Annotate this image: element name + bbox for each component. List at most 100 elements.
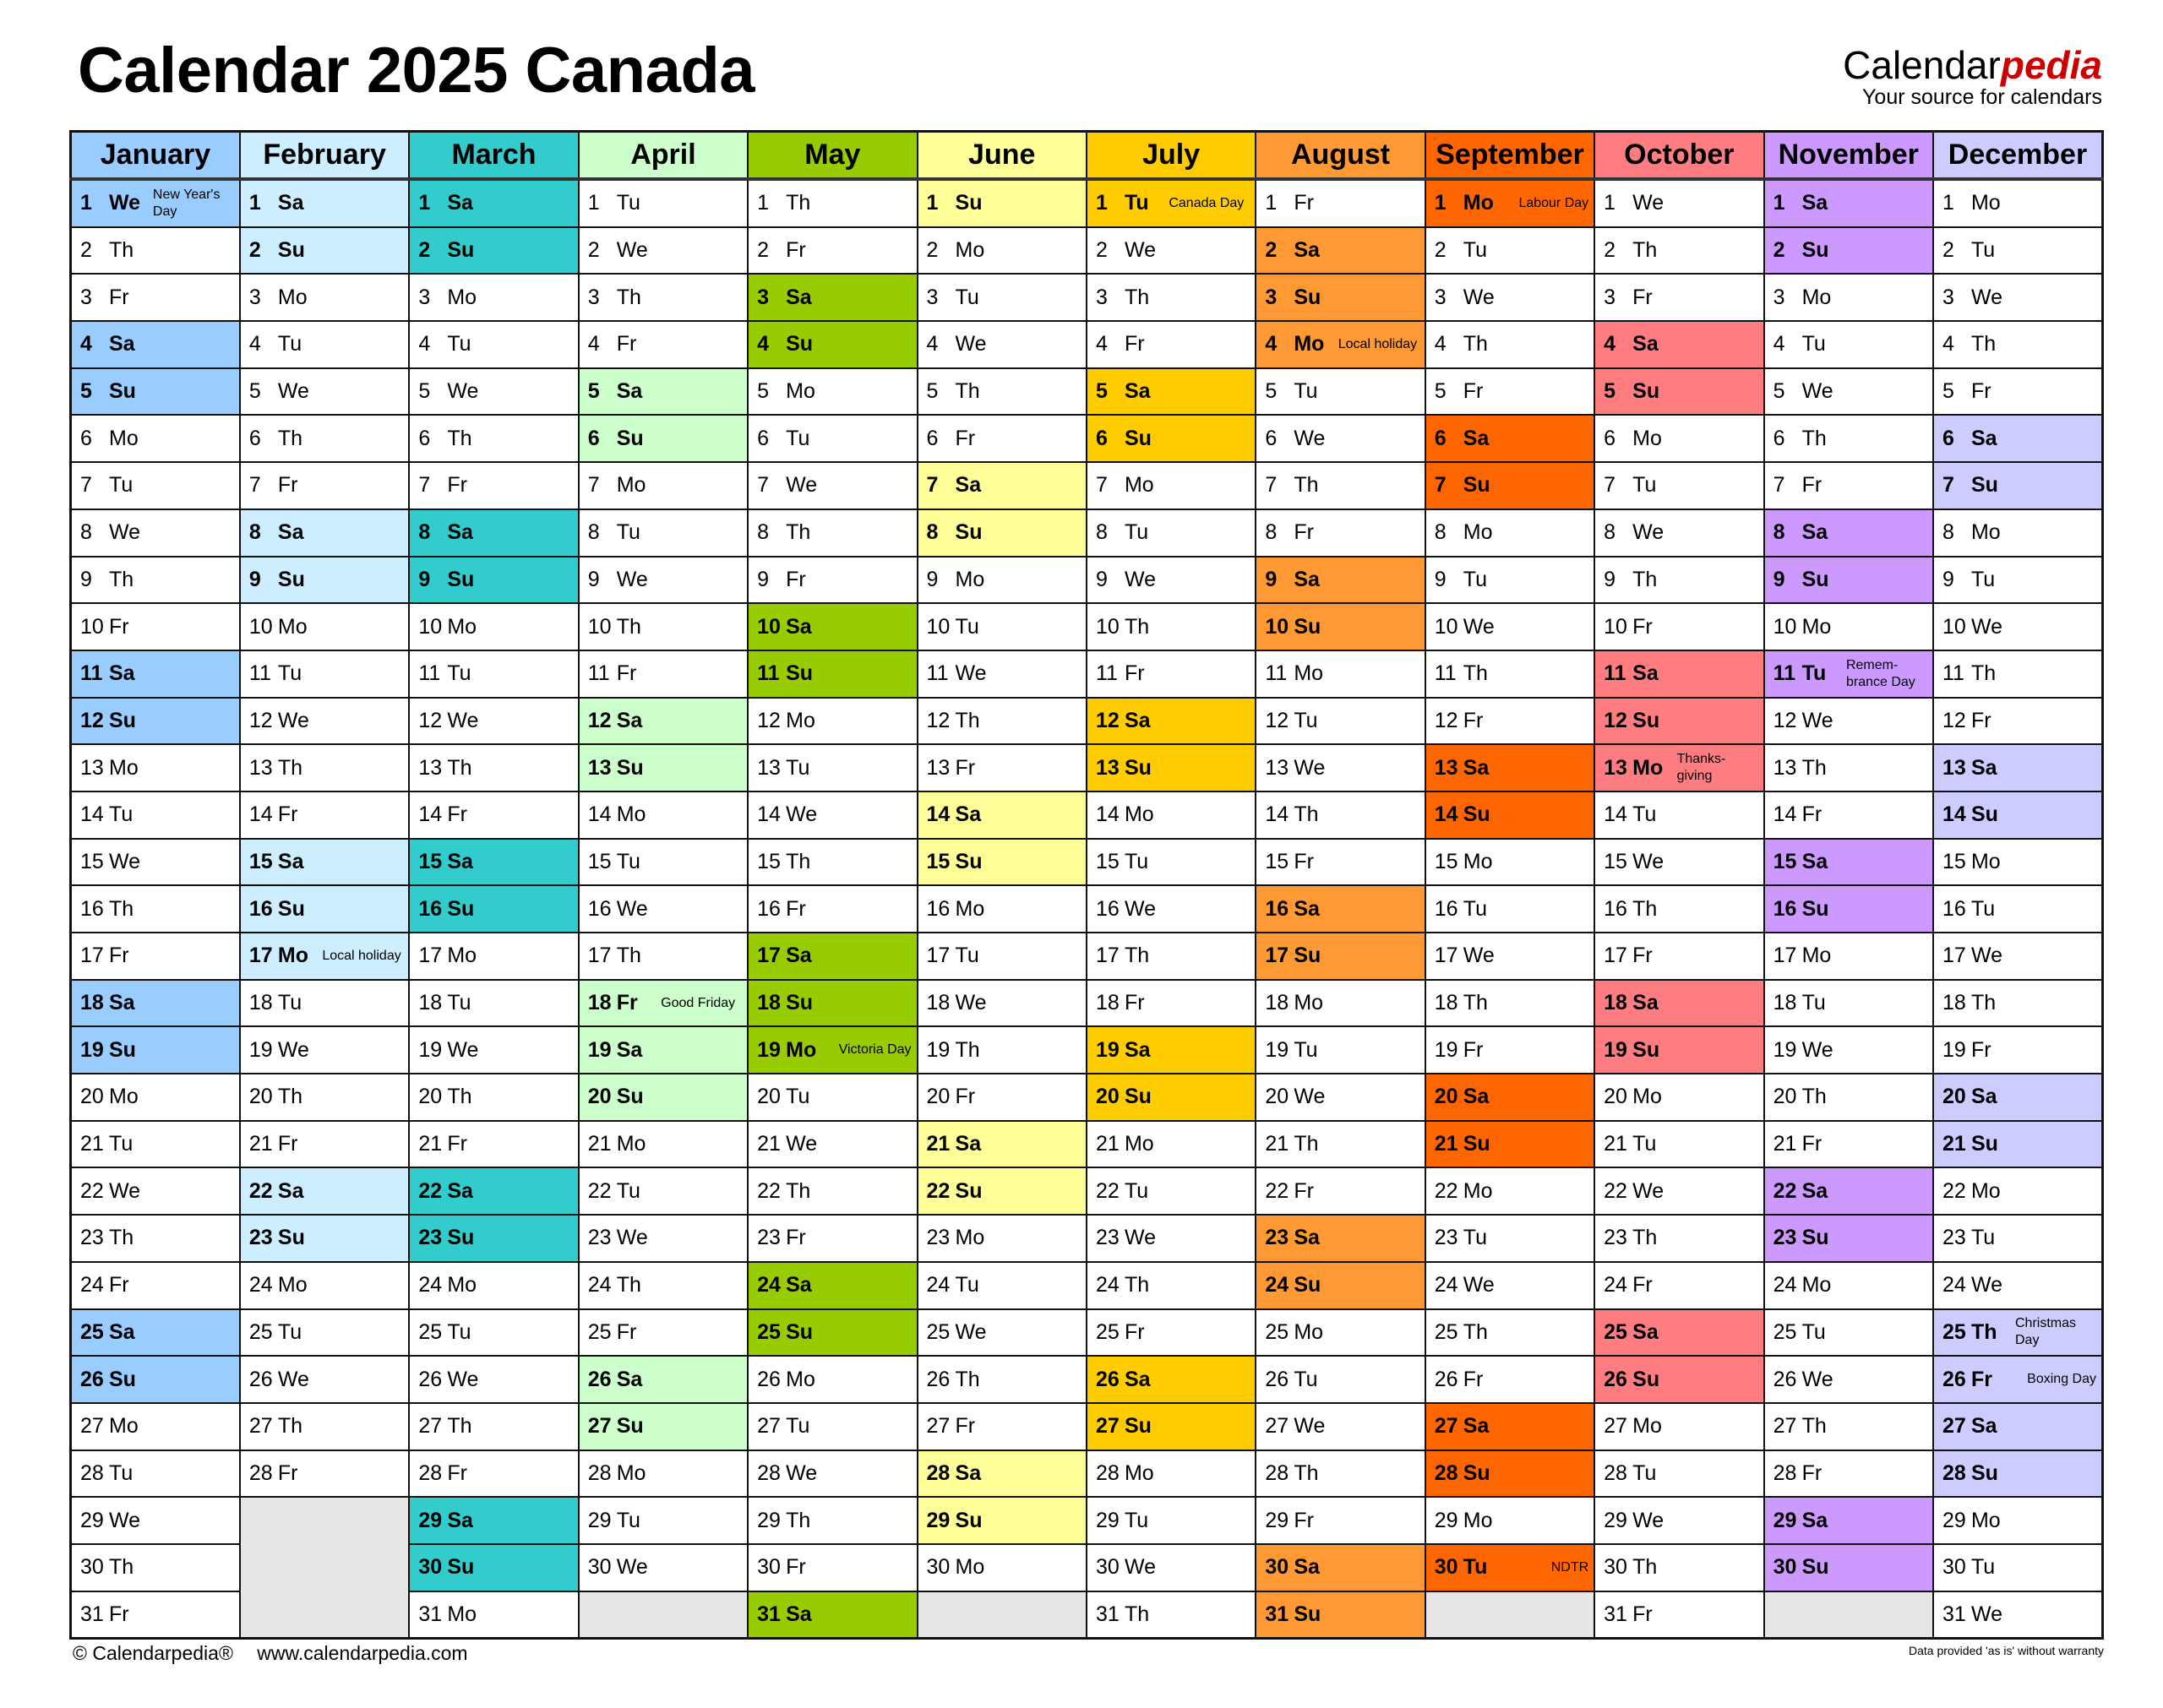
holiday-cell[interactable]: 17 Mo Local holiday (238, 932, 411, 981)
day-cell[interactable]: 31 We (1931, 1590, 2104, 1640)
day-cell[interactable]: 15 We (1594, 837, 1765, 887)
day-cell[interactable]: 4 Tu (1763, 320, 1934, 369)
weekend-day-cell[interactable]: 4 Su (747, 320, 918, 369)
day-cell[interactable]: 9 Mo (916, 555, 1087, 605)
weekend-day-cell[interactable]: 30 Su (408, 1542, 580, 1592)
day-cell[interactable]: 4 Tu (408, 320, 580, 369)
day-cell[interactable]: 24 Mo (238, 1260, 411, 1310)
day-cell[interactable]: 14 Fr (1763, 790, 1934, 840)
weekend-day-cell[interactable]: 6 Sa (1931, 414, 2104, 464)
day-cell[interactable]: 13 Th (408, 743, 580, 792)
weekend-day-cell[interactable]: 17 Sa (747, 932, 918, 981)
day-cell[interactable]: 29 Tu (1085, 1496, 1257, 1545)
weekend-day-cell[interactable]: 5 Su (1594, 367, 1765, 416)
day-cell[interactable]: 12 We (408, 696, 580, 746)
day-cell[interactable]: 23 Th (69, 1214, 241, 1263)
weekend-day-cell[interactable]: 12 Su (1594, 696, 1765, 746)
day-cell[interactable]: 3 Fr (1594, 273, 1765, 323)
day-cell[interactable]: 18 Mo (1255, 978, 1426, 1028)
day-cell[interactable]: 6 Th (238, 414, 411, 464)
day-cell[interactable]: 18 Tu (1763, 978, 1934, 1028)
day-cell[interactable]: 21 Mo (1085, 1119, 1257, 1169)
day-cell[interactable]: 25 Tu (408, 1308, 580, 1357)
day-cell[interactable]: 10 We (1931, 602, 2104, 651)
day-cell[interactable]: 8 We (69, 508, 241, 558)
day-cell[interactable]: 14 We (747, 790, 918, 840)
weekend-day-cell[interactable]: 27 Su (577, 1401, 749, 1451)
day-cell[interactable]: 7 Tu (69, 461, 241, 510)
day-cell[interactable]: 25 Tu (1763, 1308, 1934, 1357)
day-cell[interactable]: 7 We (747, 461, 918, 510)
day-cell[interactable]: 24 We (1424, 1260, 1596, 1310)
weekend-day-cell[interactable]: 15 Sa (238, 837, 411, 887)
day-cell[interactable]: 30 We (1085, 1542, 1257, 1592)
weekend-day-cell[interactable]: 11 Su (747, 649, 918, 699)
weekend-day-cell[interactable]: 7 Su (1931, 461, 2104, 510)
weekend-day-cell[interactable]: 22 Su (916, 1167, 1087, 1216)
day-cell[interactable]: 18 Tu (238, 978, 411, 1028)
day-cell[interactable]: 29 We (1594, 1496, 1765, 1545)
holiday-cell[interactable]: 19 Mo Victoria Day (747, 1025, 918, 1075)
day-cell[interactable]: 7 Mo (1085, 461, 1257, 510)
day-cell[interactable]: 5 We (238, 367, 411, 416)
weekend-day-cell[interactable]: 4 Sa (1594, 320, 1765, 369)
day-cell[interactable]: 12 Tu (1255, 696, 1426, 746)
day-cell[interactable]: 5 Fr (1424, 367, 1596, 416)
holiday-cell[interactable]: 11 Tu Remem-brance Day (1763, 649, 1934, 699)
day-cell[interactable]: 18 Th (1424, 978, 1596, 1028)
weekend-day-cell[interactable]: 5 Su (69, 367, 241, 416)
day-cell[interactable]: 14 Fr (408, 790, 580, 840)
day-cell[interactable]: 16 Mo (916, 884, 1087, 933)
weekend-day-cell[interactable]: 21 Sa (916, 1119, 1087, 1169)
day-cell[interactable]: 3 Tu (916, 273, 1087, 323)
day-cell[interactable]: 2 Th (69, 226, 241, 275)
day-cell[interactable]: 31 Fr (69, 1590, 241, 1640)
day-cell[interactable]: 21 Tu (1594, 1119, 1765, 1169)
day-cell[interactable]: 1 Fr (1255, 178, 1426, 228)
weekend-day-cell[interactable]: 28 Sa (916, 1449, 1087, 1499)
day-cell[interactable]: 17 We (1931, 932, 2104, 981)
day-cell[interactable]: 28 Mo (1085, 1449, 1257, 1499)
day-cell[interactable]: 5 We (408, 367, 580, 416)
day-cell[interactable]: 2 Fr (747, 226, 918, 275)
day-cell[interactable]: 22 We (1594, 1167, 1765, 1216)
day-cell[interactable]: 27 We (1255, 1401, 1426, 1451)
day-cell[interactable]: 27 Tu (747, 1401, 918, 1451)
day-cell[interactable]: 31 Mo (408, 1590, 580, 1640)
weekend-day-cell[interactable]: 19 Sa (577, 1025, 749, 1075)
weekend-day-cell[interactable]: 31 Su (1255, 1590, 1426, 1640)
weekend-day-cell[interactable]: 4 Sa (69, 320, 241, 369)
day-cell[interactable]: 30 We (577, 1542, 749, 1592)
weekend-day-cell[interactable]: 5 Sa (1085, 367, 1257, 416)
weekend-day-cell[interactable]: 18 Su (747, 978, 918, 1028)
weekend-day-cell[interactable]: 9 Sa (1255, 555, 1426, 605)
day-cell[interactable]: 28 Th (1255, 1449, 1426, 1499)
day-cell[interactable]: 23 Tu (1931, 1214, 2104, 1263)
day-cell[interactable]: 26 Tu (1255, 1355, 1426, 1404)
weekend-day-cell[interactable]: 25 Sa (1594, 1308, 1765, 1357)
day-cell[interactable]: 15 We (69, 837, 241, 887)
day-cell[interactable]: 5 Mo (747, 367, 918, 416)
day-cell[interactable]: 10 We (1424, 602, 1596, 651)
day-cell[interactable]: 26 We (238, 1355, 411, 1404)
holiday-cell[interactable]: 4 Mo Local holiday (1255, 320, 1426, 369)
weekend-day-cell[interactable]: 22 Sa (408, 1167, 580, 1216)
day-cell[interactable]: 29 Th (747, 1496, 918, 1545)
day-cell[interactable]: 19 Fr (1424, 1025, 1596, 1075)
day-cell[interactable]: 11 Tu (238, 649, 411, 699)
day-cell[interactable]: 23 Tu (1424, 1214, 1596, 1263)
day-cell[interactable]: 12 Mo (747, 696, 918, 746)
weekend-day-cell[interactable]: 6 Sa (1424, 414, 1596, 464)
day-cell[interactable]: 27 Th (238, 1401, 411, 1451)
day-cell[interactable]: 12 Fr (1424, 696, 1596, 746)
day-cell[interactable]: 8 Tu (577, 508, 749, 558)
day-cell[interactable]: 13 Tu (747, 743, 918, 792)
weekend-day-cell[interactable]: 2 Su (408, 226, 580, 275)
day-cell[interactable]: 18 We (916, 978, 1087, 1028)
day-cell[interactable]: 18 Tu (408, 978, 580, 1028)
weekend-day-cell[interactable]: 20 Sa (1931, 1073, 2104, 1122)
day-cell[interactable]: 8 We (1594, 508, 1765, 558)
weekend-day-cell[interactable]: 29 Sa (408, 1496, 580, 1545)
weekend-day-cell[interactable]: 24 Su (1255, 1260, 1426, 1310)
day-cell[interactable]: 9 Th (1594, 555, 1765, 605)
